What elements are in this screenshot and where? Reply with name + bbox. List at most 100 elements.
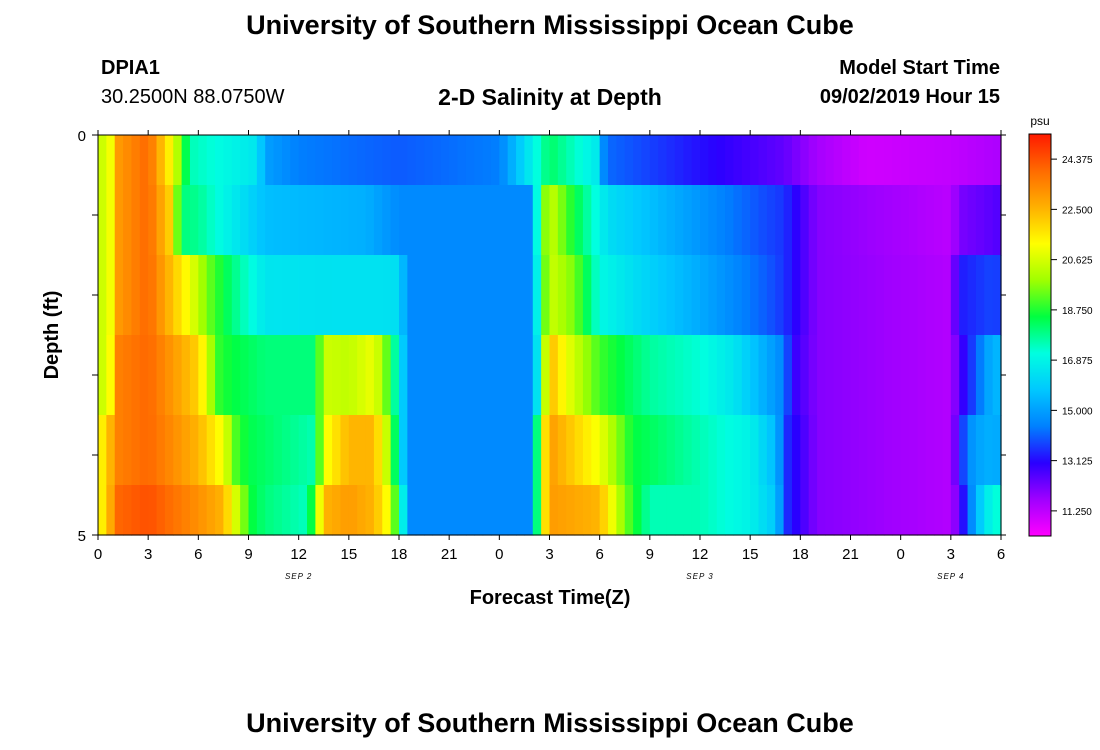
heatmap-cell bbox=[549, 255, 559, 336]
heatmap-cell bbox=[850, 185, 860, 256]
heatmap-cell bbox=[298, 335, 308, 416]
heatmap-cell bbox=[950, 335, 960, 416]
heatmap-cell bbox=[700, 135, 709, 186]
heatmap-cell bbox=[917, 185, 927, 256]
heatmap-cell bbox=[348, 335, 358, 416]
heatmap-cell bbox=[231, 135, 241, 186]
heatmap-cell bbox=[240, 335, 250, 416]
heatmap-cell bbox=[875, 255, 885, 336]
heatmap-cell bbox=[833, 415, 843, 486]
heatmap-cell bbox=[683, 255, 693, 336]
heatmap-cell bbox=[164, 135, 174, 186]
heatmap-cell bbox=[608, 255, 617, 336]
heatmap-cell bbox=[490, 185, 500, 256]
heatmap-cell bbox=[373, 135, 383, 186]
heatmap-cell bbox=[942, 415, 952, 486]
heatmap-cell bbox=[123, 255, 133, 336]
heatmap-cell bbox=[934, 415, 944, 486]
heatmap-cell bbox=[407, 415, 417, 486]
heatmap-cell bbox=[591, 415, 601, 486]
heatmap-cell bbox=[248, 255, 258, 336]
heatmap-cell bbox=[850, 335, 860, 416]
heatmap-cell bbox=[566, 135, 576, 186]
heatmap-cell bbox=[984, 335, 994, 416]
heatmap-cell bbox=[741, 255, 751, 336]
heatmap-cell bbox=[156, 415, 166, 486]
heatmap-cell bbox=[449, 185, 459, 256]
heatmap-cell bbox=[725, 255, 735, 336]
heatmap-cell bbox=[666, 415, 676, 486]
heatmap-cell bbox=[223, 255, 233, 336]
heatmap-cell bbox=[716, 185, 726, 256]
heatmap-cell bbox=[139, 185, 149, 256]
heatmap-cell bbox=[432, 485, 442, 536]
heatmap-cell bbox=[265, 415, 275, 486]
heatmap-cell bbox=[181, 255, 191, 336]
heatmap-cell bbox=[674, 415, 684, 486]
heatmap-cell bbox=[215, 485, 225, 536]
heatmap-cell bbox=[307, 485, 316, 536]
heatmap-cell bbox=[850, 135, 860, 186]
heatmap-cell bbox=[984, 255, 994, 336]
heatmap-cell bbox=[674, 485, 684, 536]
heatmap-cell bbox=[307, 335, 316, 416]
heatmap-cell bbox=[700, 335, 709, 416]
heatmap-cell bbox=[858, 415, 868, 486]
heatmap-cell bbox=[658, 255, 668, 336]
heatmap-cell bbox=[281, 185, 291, 256]
heatmap-cell bbox=[273, 415, 283, 486]
heatmap-cell bbox=[658, 135, 668, 186]
heatmap-cell bbox=[691, 335, 701, 416]
heatmap-cell bbox=[900, 135, 910, 186]
heatmap-cell bbox=[206, 185, 216, 256]
heatmap-cell bbox=[315, 335, 325, 416]
heatmap-cell bbox=[524, 335, 534, 416]
heatmap-cell bbox=[708, 185, 718, 256]
heatmap-cell bbox=[424, 255, 434, 336]
heatmap-cell bbox=[758, 135, 768, 186]
heatmap-cell bbox=[499, 135, 509, 186]
heatmap-cell bbox=[867, 415, 877, 486]
heatmap-cell bbox=[775, 415, 785, 486]
x-tick-label: 3 bbox=[144, 546, 152, 563]
heatmap-cell bbox=[867, 485, 877, 536]
heatmap-cell bbox=[482, 185, 492, 256]
heatmap-cell bbox=[382, 335, 392, 416]
heatmap-cell bbox=[148, 485, 158, 536]
app-title: University of Southern Mississippi Ocean… bbox=[246, 10, 854, 40]
heatmap-cell bbox=[98, 335, 107, 416]
heatmap-cell bbox=[215, 335, 225, 416]
heatmap-cell bbox=[624, 255, 634, 336]
heatmap-cell bbox=[365, 335, 375, 416]
heatmap-cell bbox=[858, 135, 868, 186]
heatmap-cell bbox=[808, 485, 818, 536]
heatmap-cell bbox=[900, 485, 910, 536]
heatmap-cell bbox=[365, 485, 375, 536]
heatmap-cell bbox=[582, 335, 592, 416]
heatmap-cell bbox=[649, 485, 659, 536]
heatmap-cell bbox=[758, 485, 768, 536]
heatmap-cell bbox=[582, 415, 592, 486]
heatmap-cell bbox=[281, 415, 291, 486]
heatmap-cell bbox=[340, 185, 350, 256]
heatmap-cell bbox=[992, 415, 1002, 486]
heatmap-cell bbox=[959, 335, 969, 416]
heatmap-cell bbox=[340, 415, 350, 486]
heatmap-cell bbox=[357, 415, 367, 486]
heatmap-cell bbox=[967, 335, 977, 416]
heatmap-cell bbox=[365, 185, 375, 256]
colorbar-label: 24.375 bbox=[1062, 155, 1093, 166]
x-tick-label: 15 bbox=[742, 546, 759, 563]
heatmap-cell bbox=[415, 485, 425, 536]
heatmap-cell bbox=[315, 135, 325, 186]
heatmap-cell bbox=[399, 415, 408, 486]
heatmap-cell bbox=[457, 135, 467, 186]
heatmap-cell bbox=[106, 135, 116, 186]
heatmap-cell bbox=[164, 185, 174, 256]
heatmap-cell bbox=[415, 335, 425, 416]
heatmap-cell bbox=[415, 255, 425, 336]
heatmap-cell bbox=[131, 415, 141, 486]
heatmap-cell bbox=[992, 485, 1002, 536]
heatmap-cell bbox=[683, 335, 693, 416]
